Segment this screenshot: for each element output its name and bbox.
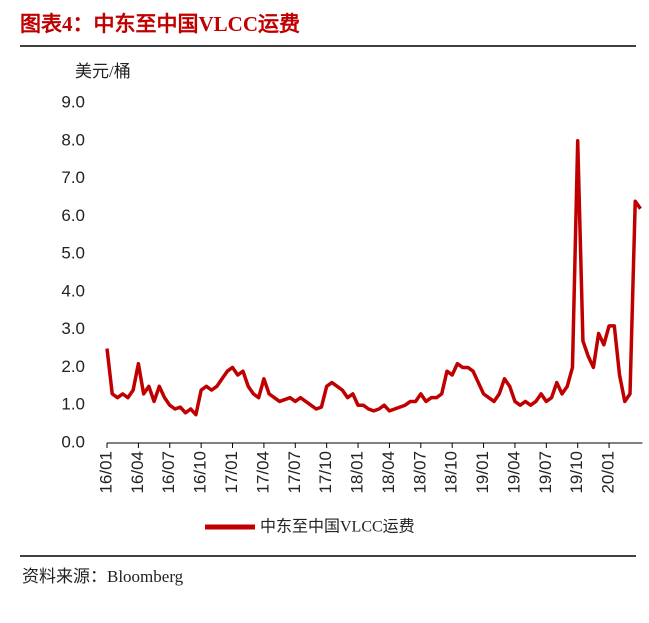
legend-label: 中东至中国VLCC运费 xyxy=(260,518,415,536)
x-tick-label: 17/04 xyxy=(253,451,272,494)
y-tick-label: 4.0 xyxy=(61,281,85,300)
source: 资料来源：Bloomberg xyxy=(22,567,184,586)
x-tick-label: 17/07 xyxy=(285,451,304,494)
y-axis-label: 美元/桶 xyxy=(75,62,131,81)
y-tick-label: 5.0 xyxy=(61,244,85,263)
y-tick-label: 7.0 xyxy=(61,168,85,187)
x-tick-label: 16/04 xyxy=(128,451,147,494)
y-tick-label: 6.0 xyxy=(61,206,85,225)
y-tick-label: 3.0 xyxy=(61,319,85,338)
x-tick-label: 17/10 xyxy=(316,451,335,494)
y-tick-label: 2.0 xyxy=(61,357,85,376)
y-tick-label: 0.0 xyxy=(61,432,85,451)
chart-title: 图表4：中东至中国VLCC运费 xyxy=(20,12,300,36)
x-tick-label: 18/04 xyxy=(379,451,398,494)
x-tick-label: 19/01 xyxy=(473,451,492,494)
x-tick-label: 19/04 xyxy=(504,451,523,494)
x-tick-label: 18/10 xyxy=(442,451,461,494)
series-line xyxy=(105,139,642,417)
x-tick-label: 16/07 xyxy=(159,451,178,494)
y-tick-label: 8.0 xyxy=(61,130,85,149)
x-tick-label: 17/01 xyxy=(222,451,241,494)
y-tick-label: 9.0 xyxy=(61,92,85,111)
x-tick-label: 18/07 xyxy=(410,451,429,494)
x-tick-label: 16/01 xyxy=(96,451,115,494)
x-tick-label: 16/10 xyxy=(191,451,210,494)
x-tick-label: 19/07 xyxy=(536,451,555,494)
y-tick-label: 1.0 xyxy=(61,395,85,414)
x-tick-label: 20/01 xyxy=(599,451,618,494)
x-tick-label: 18/01 xyxy=(348,451,367,494)
x-tick-label: 19/10 xyxy=(567,451,586,494)
